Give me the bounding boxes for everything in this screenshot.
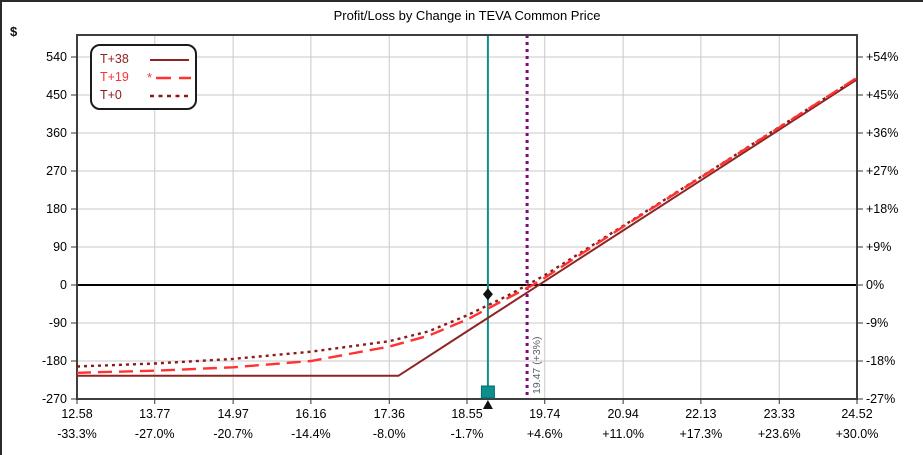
x-axis-percent-label: -8.0% bbox=[373, 427, 406, 441]
y-axis-left-label: -270 bbox=[42, 392, 67, 406]
y-axis-right-label: +36% bbox=[866, 126, 898, 140]
legend-label-t0: T+0 bbox=[100, 88, 122, 102]
x-axis-percent-label: +30.0% bbox=[836, 427, 879, 441]
y-axis-left-label: 450 bbox=[46, 88, 67, 102]
y-axis-right-label: +27% bbox=[866, 164, 898, 178]
legend-label-t38: T+38 bbox=[100, 52, 129, 66]
x-axis-price-label: 18.55 bbox=[451, 407, 482, 421]
x-axis-percent-label: -14.4% bbox=[291, 427, 331, 441]
legend-item-t0: T+0 bbox=[100, 86, 189, 104]
chart-title: Profit/Loss by Change in TEVA Common Pri… bbox=[333, 8, 601, 23]
y-axis-right-label: -27% bbox=[866, 392, 895, 406]
x-axis-percent-label: -27.0% bbox=[135, 427, 175, 441]
x-axis-price-label: 12.58 bbox=[61, 407, 92, 421]
svg-text:*: * bbox=[147, 72, 152, 83]
y-axis-left-label: 540 bbox=[46, 50, 67, 64]
y-axis-left-label: 360 bbox=[46, 126, 67, 140]
x-axis-percent-label: +23.6% bbox=[758, 427, 801, 441]
x-axis-percent-label: -20.7% bbox=[213, 427, 253, 441]
price-slider-handle[interactable] bbox=[480, 385, 495, 399]
series-t+19 bbox=[76, 76, 858, 374]
y-axis-left-label: 90 bbox=[53, 240, 67, 254]
legend-box: T+38 T+19 * T+0 bbox=[90, 44, 197, 110]
y-axis-right-label: +9% bbox=[866, 240, 891, 254]
x-axis-price-label: 13.77 bbox=[139, 407, 170, 421]
x-axis-price-label: 19.74 bbox=[529, 407, 560, 421]
y-axis-left-label: -180 bbox=[42, 354, 67, 368]
y-axis-left-label: 270 bbox=[46, 164, 67, 178]
x-axis-price-label: 16.16 bbox=[295, 407, 326, 421]
y-axis-right-label: +54% bbox=[866, 50, 898, 64]
x-axis-price-label: 17.36 bbox=[374, 407, 405, 421]
legend-item-t38: T+38 bbox=[100, 50, 189, 68]
y-axis-unit-label: $ bbox=[10, 24, 18, 39]
x-axis-percent-label: +4.6% bbox=[527, 427, 563, 441]
legend-glyph-solid-line bbox=[150, 58, 189, 61]
x-axis-percent-label: +11.0% bbox=[602, 427, 644, 441]
y-axis-right-label: +18% bbox=[866, 202, 898, 216]
y-axis-left-label: 180 bbox=[46, 202, 67, 216]
x-axis-price-label: 14.97 bbox=[217, 407, 248, 421]
x-axis-percent-label: -1.7% bbox=[451, 427, 484, 441]
y-axis-right-label: +45% bbox=[866, 88, 898, 102]
y-axis-right-label: -9% bbox=[866, 316, 888, 330]
y-axis-left-label: -90 bbox=[49, 316, 67, 330]
y-axis-left-label: 0 bbox=[60, 278, 67, 292]
legend-item-t19: T+19 * bbox=[100, 68, 191, 86]
legend-label-t19: T+19 bbox=[100, 70, 129, 84]
legend-glyph-dotted-line bbox=[150, 94, 189, 97]
x-axis-price-label: 20.94 bbox=[607, 407, 638, 421]
axis-price-pointer-icon bbox=[482, 400, 493, 409]
current-pl-diamond-marker bbox=[482, 288, 493, 301]
breakeven-annotation: 19.47 (+3%) bbox=[531, 336, 543, 395]
x-axis-percent-label: -33.3% bbox=[57, 427, 97, 441]
legend-glyph-star-dashed-line: * bbox=[147, 72, 191, 83]
x-axis-price-label: 24.52 bbox=[841, 407, 872, 421]
series-t+38 bbox=[77, 78, 858, 377]
x-axis-price-label: 23.33 bbox=[764, 407, 795, 421]
x-axis-percent-label: +17.3% bbox=[679, 427, 722, 441]
y-axis-right-label: -18% bbox=[866, 354, 895, 368]
y-axis-right-label: 0% bbox=[866, 278, 884, 292]
x-axis-price-label: 22.13 bbox=[685, 407, 716, 421]
